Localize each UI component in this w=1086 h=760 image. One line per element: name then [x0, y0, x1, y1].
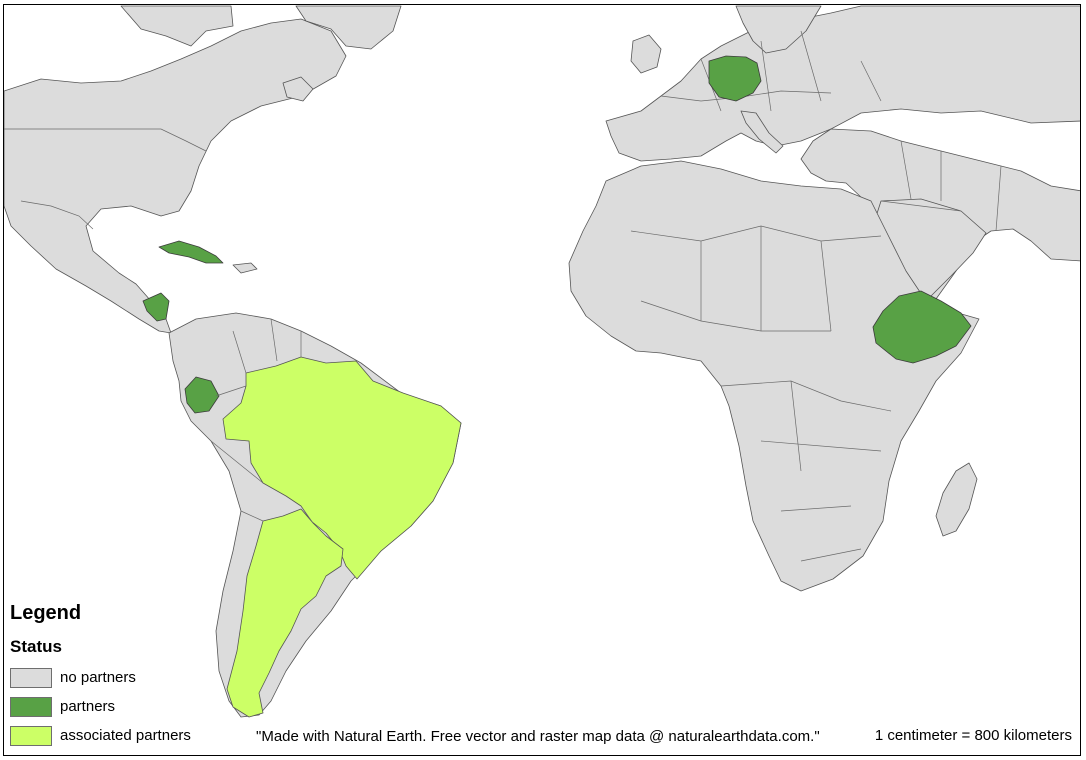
south-america-borders [210, 318, 314, 524]
scale-text: 1 centimeter = 800 kilometers [874, 727, 1072, 744]
us-mexico-border [20, 200, 94, 230]
world-map [4, 5, 1080, 718]
nicaragua [142, 292, 170, 322]
legend-label: partners [60, 698, 116, 715]
legend-swatch-no-partners [10, 667, 52, 688]
africa-borders [630, 225, 892, 562]
britain [630, 34, 662, 74]
north-america-landmass [4, 18, 347, 334]
africa-landmass [568, 160, 980, 592]
attribution-text: "Made with Natural Earth. Free vector an… [256, 728, 820, 745]
hispaniola [232, 262, 258, 274]
legend-label: no partners [60, 669, 136, 686]
legend: Legend Status no partners partners assoc… [10, 602, 240, 750]
us-canada-border [4, 128, 207, 152]
cuba [158, 240, 224, 264]
germany [708, 55, 762, 102]
madagascar [935, 462, 978, 537]
map-frame [3, 4, 1081, 756]
legend-item-partners: partners [10, 692, 240, 721]
ethiopia [872, 290, 972, 364]
ecuador [184, 376, 220, 414]
legend-swatch-associated-partners [10, 725, 52, 746]
brazil [222, 356, 462, 580]
italy [740, 110, 784, 154]
legend-label: associated partners [60, 727, 191, 744]
legend-title: Legend [10, 602, 82, 624]
greenland [295, 5, 402, 50]
newfoundland [282, 76, 314, 102]
legend-item-associated-partners: associated partners [10, 721, 240, 750]
legend-swatch-partners [10, 696, 52, 717]
scandinavia [735, 5, 822, 54]
asia-borders [880, 140, 1002, 232]
legend-item-no-partners: no partners [10, 663, 240, 692]
argentina [226, 508, 344, 718]
europe-landmass [605, 5, 1080, 162]
legend-subtitle: Status [10, 637, 62, 656]
arctic-islands [120, 5, 234, 47]
